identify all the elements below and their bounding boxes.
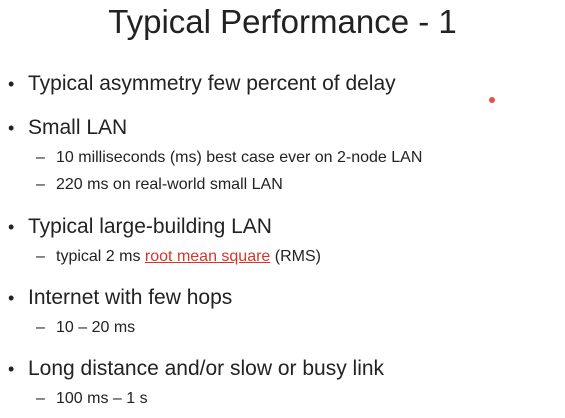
laser-pointer-dot [489,97,495,103]
sub-text: 100 ms – 1 s [56,390,148,407]
sub-text-prefix: typical 2 ms [56,248,145,265]
bullet-dot: • [8,359,15,379]
sub-item: –10 – 20 ms [36,318,135,338]
bullet-item: • Typical asymmetry few percent of delay [8,71,396,97]
bullet-dot: • [8,288,15,308]
bullet-item: • Typical large-building LAN [8,214,272,240]
sub-text-suffix: (RMS) [270,248,321,265]
slide-title: Typical Performance - 1 [108,3,457,40]
bullet-item: • Long distance and/or slow or busy link [8,356,384,382]
sub-dash: – [36,319,45,336]
bullet-text: Typical asymmetry few percent of delay [28,72,396,95]
sub-item: –220 ms on real-world small LAN [36,175,283,195]
sub-dash: – [36,390,45,407]
sub-text: 10 – 20 ms [56,319,136,336]
bullet-dot: • [8,217,15,237]
bullet-text: Small LAN [28,116,128,139]
sub-text: 10 milliseconds (ms) best case ever on 2… [56,149,423,166]
bullet-text: Typical large-building LAN [28,215,272,238]
bullet-dot: • [8,74,15,94]
sub-dash: – [36,176,45,193]
bullet-text: Long distance and/or slow or busy link [28,357,385,380]
sub-item: –100 ms – 1 s [36,389,148,409]
sub-item: –10 milliseconds (ms) best case ever on … [36,148,422,168]
sub-text: 220 ms on real-world small LAN [56,176,283,193]
sub-dash: – [36,149,45,166]
bullet-item: • Small LAN [8,115,127,141]
sub-item: – typical 2 ms root mean square (RMS) [36,247,321,267]
root-mean-square-link[interactable]: root mean square [144,248,271,265]
sub-dash: – [36,248,45,265]
bullet-item: • Internet with few hops [8,285,232,311]
bullet-text: Internet with few hops [28,286,233,309]
bullet-dot: • [8,118,15,138]
